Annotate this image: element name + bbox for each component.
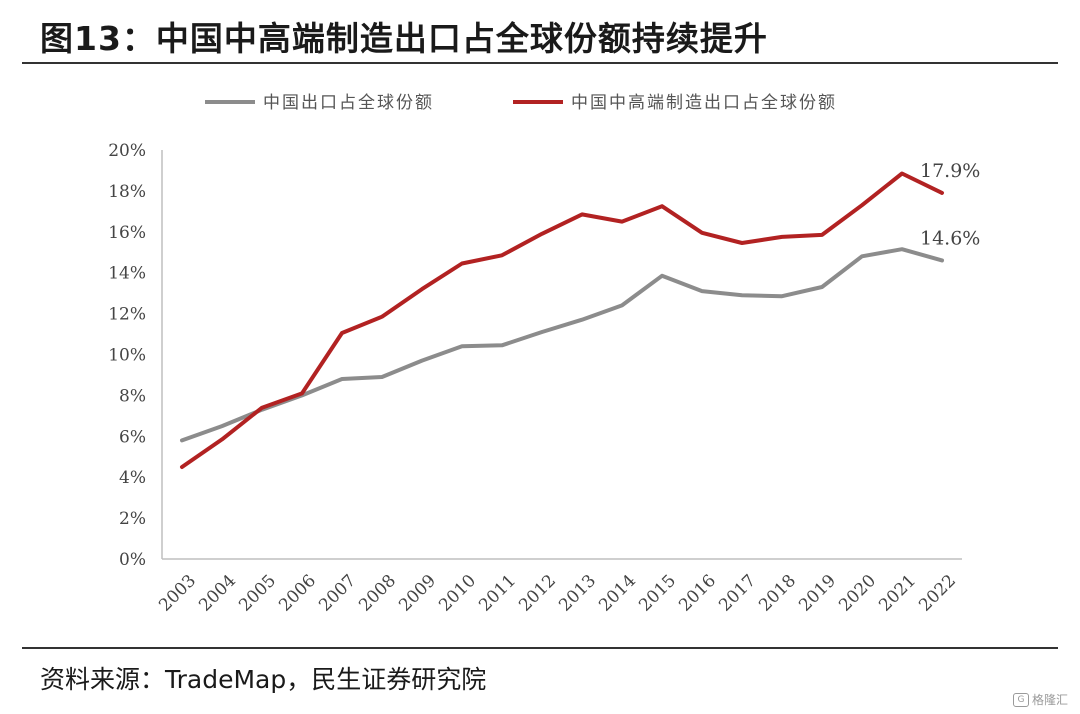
- y-axis-ticks: 0% 2% 4% 6% 8% 10% 12% 14% 16% 18% 20%: [108, 141, 146, 570]
- x-tick-label: 2008: [355, 571, 400, 616]
- x-tick-label: 2005: [235, 571, 280, 616]
- y-tick-label: 6%: [119, 427, 146, 447]
- data-labels: 17.9% 14.6%: [920, 160, 980, 249]
- x-tick-label: 2003: [155, 571, 200, 616]
- watermark: G 格隆汇: [1012, 691, 1068, 708]
- series-lines: [180, 171, 944, 469]
- x-tick-label: 2016: [675, 571, 720, 616]
- x-tick-label: 2010: [435, 571, 480, 616]
- y-tick-label: 8%: [119, 386, 146, 406]
- x-tick-label: 2014: [595, 571, 640, 616]
- legend-label-1: 中国出口占全球份额: [263, 93, 434, 113]
- x-tick-label: 2007: [315, 571, 360, 616]
- x-tick-label: 2013: [555, 571, 600, 616]
- watermark-text: 格隆汇: [1031, 693, 1068, 707]
- x-tick-label: 2006: [275, 571, 320, 616]
- line-chart: 中国出口占全球份额 中国中高端制造出口占全球份额 0% 2% 4% 6% 8% 10% 12%…: [108, 93, 980, 616]
- y-tick-label: 16%: [108, 223, 146, 243]
- source-rule: [22, 647, 1058, 649]
- x-tick-label: 2021: [875, 571, 920, 616]
- x-tick-label: 2017: [715, 571, 760, 616]
- end-value-label: 14.6%: [920, 227, 980, 249]
- y-tick-label: 18%: [108, 182, 146, 202]
- end-value-label: 17.9%: [920, 160, 980, 182]
- chart-axes: [161, 150, 962, 560]
- x-tick-label: 2018: [755, 571, 800, 616]
- series-line-1: [180, 247, 944, 443]
- x-tick-label: 2020: [835, 571, 880, 616]
- legend-label-2: 中国中高端制造出口占全球份额: [571, 93, 837, 113]
- y-tick-label: 0%: [119, 550, 146, 570]
- source-note: 资料来源：TradeMap，民生证券研究院: [40, 665, 487, 694]
- chart-legend: 中国出口占全球份额 中国中高端制造出口占全球份额: [205, 93, 837, 113]
- watermark-logo-icon: G: [1012, 692, 1029, 707]
- y-tick-label: 20%: [108, 141, 146, 161]
- x-tick-label: 2009: [395, 571, 440, 616]
- title-rule: [22, 62, 1058, 64]
- x-tick-label: 2022: [915, 571, 960, 616]
- y-tick-label: 4%: [119, 468, 146, 488]
- y-tick-label: 2%: [119, 509, 146, 529]
- series-line-2: [180, 171, 944, 469]
- x-axis-ticks: 2003200420052006200720082009201020112012…: [155, 571, 960, 616]
- x-tick-label: 2019: [795, 571, 840, 616]
- y-tick-label: 12%: [108, 305, 146, 325]
- figure-title: 图13：中国中高端制造出口占全球份额持续提升: [40, 19, 768, 58]
- y-tick-label: 14%: [108, 264, 146, 284]
- x-tick-label: 2012: [515, 571, 560, 616]
- y-tick-label: 10%: [108, 346, 146, 366]
- x-tick-label: 2011: [475, 571, 520, 616]
- x-tick-label: 2004: [195, 571, 240, 616]
- x-tick-label: 2015: [635, 571, 680, 616]
